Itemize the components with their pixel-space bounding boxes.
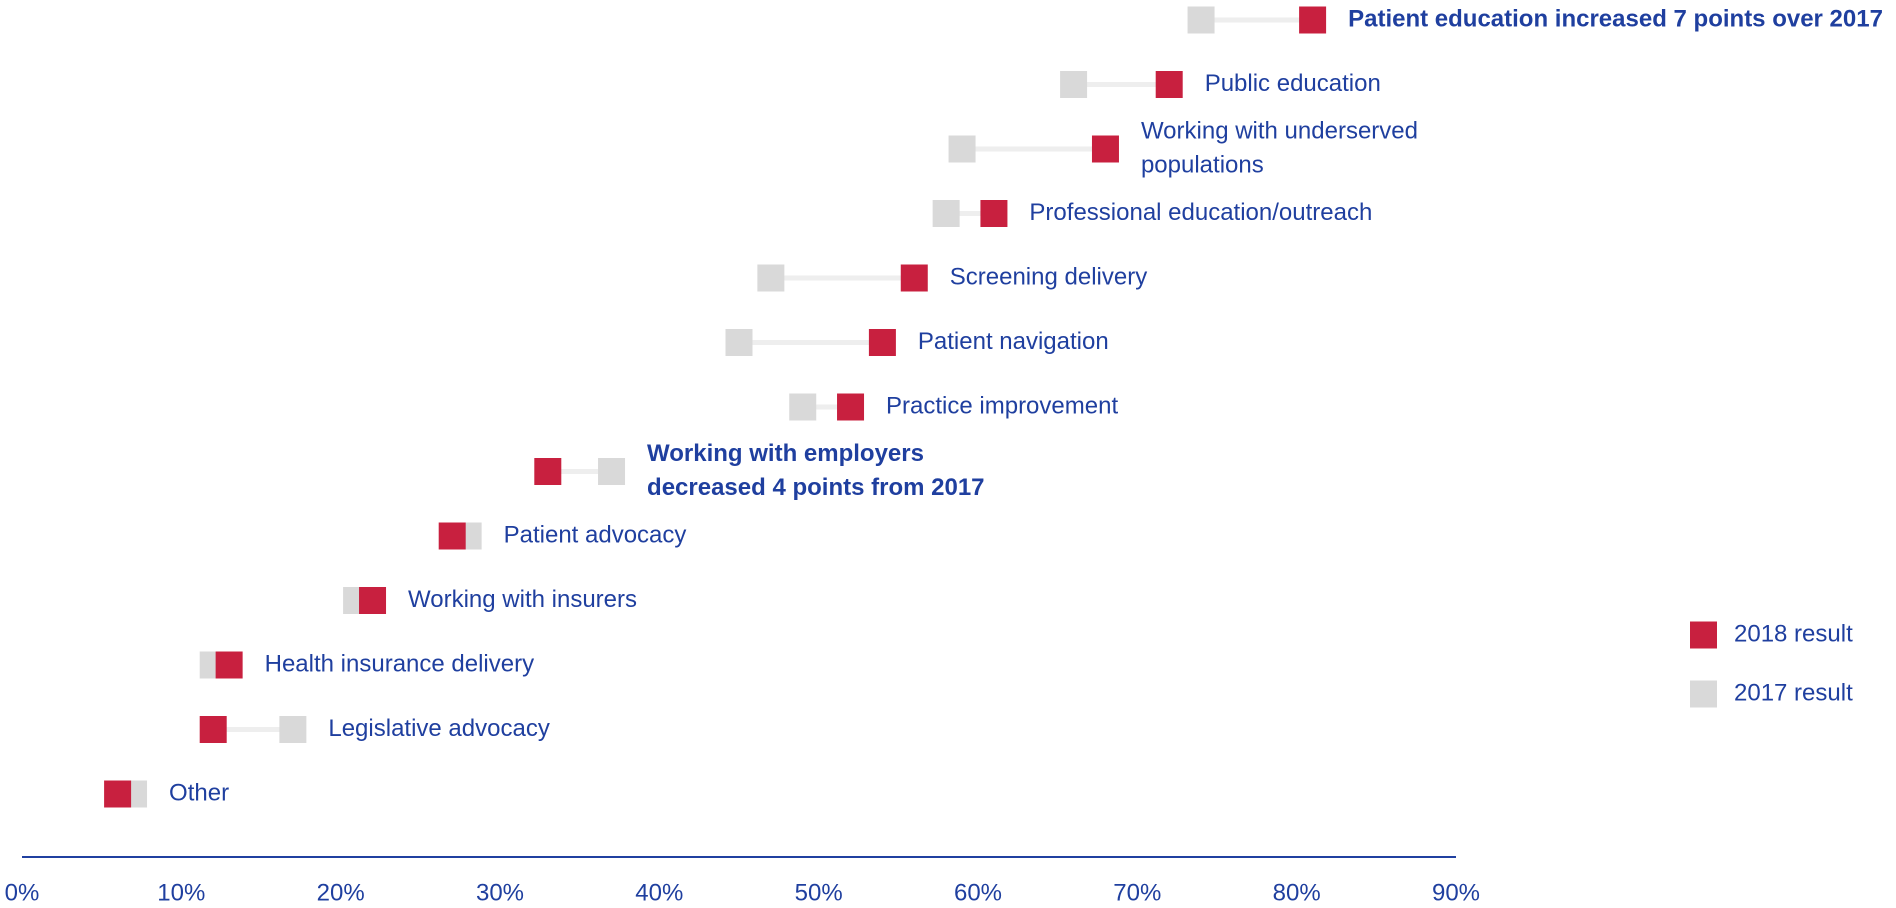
legend-label: 2018 result xyxy=(1734,620,1853,647)
dot xyxy=(215,651,243,679)
dot xyxy=(1155,71,1183,98)
dot xyxy=(789,393,817,421)
dot xyxy=(837,393,865,421)
category-label: Public education xyxy=(1205,70,1381,97)
dot xyxy=(932,200,960,227)
category-label: populations xyxy=(1141,151,1264,178)
dot xyxy=(948,135,976,163)
category-label: Patient navigation xyxy=(918,328,1109,355)
dot xyxy=(1091,135,1119,163)
x-tick-label: 20% xyxy=(317,879,365,906)
category-label: decreased 4 points from 2017 xyxy=(647,474,984,501)
category-label: Working with underserved xyxy=(1141,117,1418,144)
dot xyxy=(725,329,753,356)
dot xyxy=(1060,71,1088,98)
dot xyxy=(104,780,132,808)
category-label: Working with insurers xyxy=(408,586,637,613)
dot xyxy=(757,264,785,292)
x-tick-label: 30% xyxy=(476,879,524,906)
x-tick-label: 50% xyxy=(795,879,843,906)
x-tick-label: 80% xyxy=(1273,879,1321,906)
x-tick-label: 10% xyxy=(157,879,205,906)
category-label: Patient advocacy xyxy=(504,521,687,548)
category-label: Practice improvement xyxy=(886,392,1118,419)
category-label: Patient education increased 7 points ove… xyxy=(1348,5,1883,32)
legend-swatch xyxy=(1690,680,1717,708)
dot xyxy=(534,458,562,485)
category-label: Other xyxy=(169,779,229,806)
dot xyxy=(1299,6,1327,34)
dot xyxy=(980,200,1008,227)
x-tick-label: 0% xyxy=(5,879,40,906)
x-tick-label: 90% xyxy=(1432,879,1480,906)
x-tick-label: 70% xyxy=(1113,879,1161,906)
legend-label: 2017 result xyxy=(1734,679,1853,706)
category-label: Health insurance delivery xyxy=(265,650,534,677)
category-label: Screening delivery xyxy=(950,263,1147,290)
x-tick-label: 40% xyxy=(635,879,683,906)
dot xyxy=(1187,6,1215,34)
category-label: Professional education/outreach xyxy=(1029,199,1372,226)
dot xyxy=(900,264,928,292)
x-tick-label: 60% xyxy=(954,879,1002,906)
dot xyxy=(868,329,896,356)
legend-swatch xyxy=(1690,621,1717,649)
category-label: Legislative advocacy xyxy=(328,715,549,742)
dot xyxy=(199,716,227,743)
dot xyxy=(438,522,466,550)
dot xyxy=(359,587,387,614)
dot xyxy=(279,716,307,743)
dot xyxy=(598,458,626,485)
category-label: Working with employers xyxy=(647,440,924,467)
